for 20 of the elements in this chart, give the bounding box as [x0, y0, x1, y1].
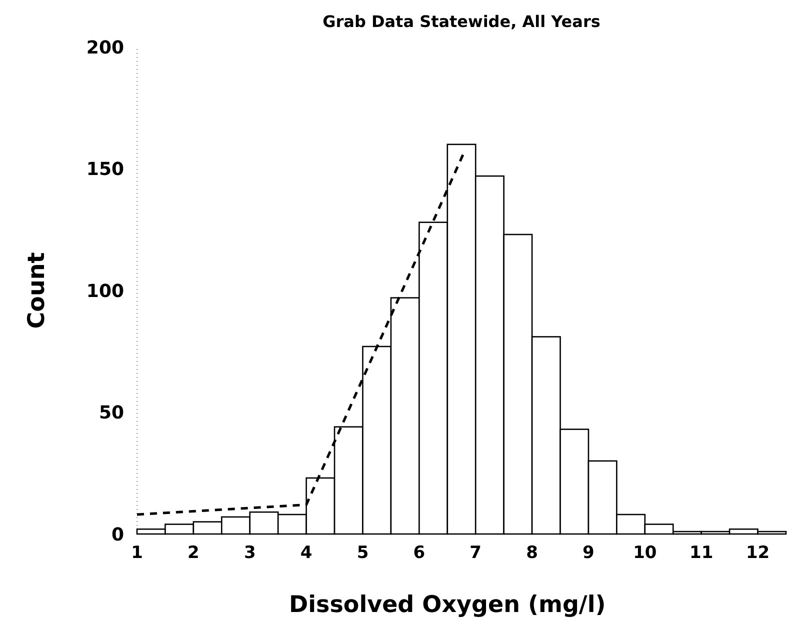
chart-title: Grab Data Statewide, All Years — [322, 12, 600, 31]
y-tick-label: 100 — [86, 280, 124, 302]
x-tick-label: 4 — [300, 543, 312, 563]
x-tick-label: 8 — [526, 543, 538, 563]
x-tick-label: 11 — [690, 543, 714, 563]
x-tick-label: 12 — [746, 543, 770, 563]
x-tick-label: 9 — [582, 543, 594, 563]
y-tick-label: 50 — [98, 402, 124, 424]
x-tick-label: 5 — [356, 543, 369, 563]
y-tick-label: 0 — [111, 524, 124, 546]
x-tick-label: 7 — [470, 543, 482, 563]
x-tick-label: 10 — [633, 543, 657, 563]
x-axis-title: Dissolved Oxygen (mg/l) — [289, 592, 606, 618]
y-tick-label: 150 — [86, 159, 124, 180]
x-tick-label: 2 — [188, 543, 200, 563]
y-axis-title: Count — [24, 252, 50, 329]
x-tick-label: 1 — [131, 543, 143, 563]
x-tick-label: 3 — [244, 543, 256, 563]
x-tick-label: 6 — [413, 543, 426, 563]
y-tick-label: 200 — [86, 37, 124, 58]
